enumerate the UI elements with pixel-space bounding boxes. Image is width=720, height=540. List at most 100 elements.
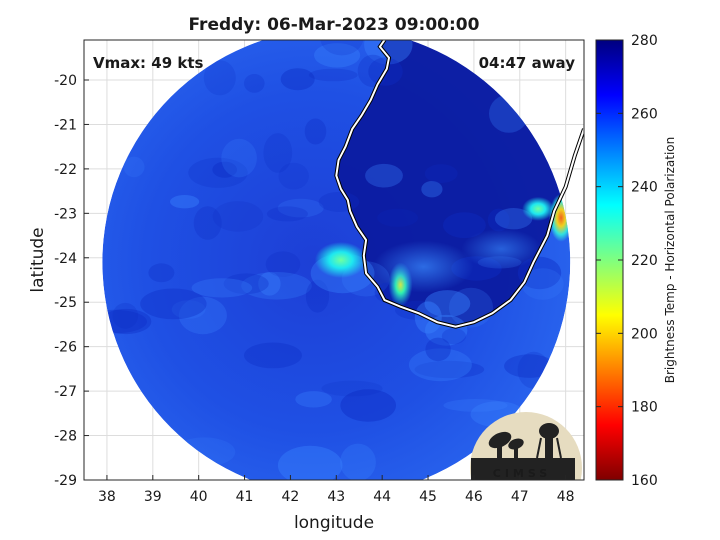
- texture-blob: [212, 201, 264, 232]
- texture-blob: [487, 208, 510, 232]
- texture-blob: [277, 445, 343, 480]
- x-tick-label: 45: [419, 489, 437, 505]
- texture-blob: [123, 156, 145, 178]
- y-tick-label: -21: [54, 117, 77, 133]
- logo-building: [471, 458, 575, 480]
- axes-frame: [83, 39, 585, 481]
- texture-blob: [258, 272, 281, 296]
- y-tick-label: -28: [54, 429, 77, 445]
- warm-feature: [314, 242, 367, 278]
- texture-blob: [395, 300, 441, 320]
- texture-blob: [266, 206, 308, 222]
- y-tick-label: -29: [54, 473, 77, 489]
- texture-blob: [321, 380, 383, 397]
- x-tick-label: 43: [327, 489, 345, 505]
- texture-blob: [280, 68, 315, 91]
- texture-blob: [112, 302, 139, 329]
- cimss-logo: CIMSS: [470, 412, 582, 480]
- x-tick-label: 42: [282, 489, 300, 505]
- texture-blob: [223, 273, 269, 295]
- x-tick-label: 44: [373, 489, 391, 505]
- texture-blob: [191, 278, 253, 298]
- texture-blob: [308, 68, 358, 82]
- texture-blob: [263, 133, 293, 173]
- x-tick-label: 48: [557, 489, 575, 505]
- y-tick-label: -25: [54, 295, 77, 311]
- colorbar-tick-label: 200: [631, 326, 658, 342]
- y-axis-label: latitude: [28, 227, 48, 292]
- colorbar-tick-label: 260: [631, 106, 658, 122]
- x-tick-label: 40: [190, 489, 208, 505]
- texture-blob: [517, 256, 562, 290]
- texture-blob: [244, 342, 302, 369]
- texture-blob: [244, 74, 265, 93]
- colorbar-label: Brightness Temp - Horizontal Polarizatio…: [663, 137, 677, 384]
- water-tower-icon: [539, 423, 559, 439]
- y-tick-label: -22: [54, 162, 77, 178]
- texture-blob: [148, 263, 175, 283]
- warm-feature: [522, 196, 555, 221]
- texture-blob: [314, 43, 361, 68]
- y-tick-label: -26: [54, 340, 77, 356]
- warm-features: [314, 193, 571, 307]
- y-tick-label: -24: [54, 251, 77, 267]
- texture-blob: [277, 198, 324, 218]
- texture-blob: [494, 208, 533, 230]
- texture-blob: [424, 164, 458, 184]
- chart-title: Freddy: 06-Mar-2023 09:00:00: [189, 15, 480, 35]
- texture-blob: [278, 162, 309, 190]
- texture-blob: [221, 138, 257, 178]
- texture-blob: [364, 40, 413, 65]
- colorbar-tick-label: 220: [631, 253, 658, 269]
- texture-blob: [170, 195, 200, 209]
- colorbar-tick-label: 280: [631, 33, 658, 49]
- texture-blob: [424, 290, 471, 318]
- y-tick-label: -23: [54, 206, 77, 222]
- brightness-temperature-swath: [102, 40, 571, 480]
- y-tick-label: -27: [54, 384, 77, 400]
- colorbar-ticks: 280 260 240 220 200 180 160: [596, 33, 658, 489]
- texture-blob: [178, 296, 227, 335]
- x-tick-label: 46: [465, 489, 483, 505]
- x-tick-label: 41: [236, 489, 254, 505]
- texture-blob: [212, 161, 237, 178]
- texture-blob: [171, 300, 206, 319]
- texture-blob: [241, 272, 312, 300]
- y-axis: -20 -21 -22 -23 -24 -25 -26 -27 -28 -29: [54, 73, 89, 489]
- x-tick-label: 47: [511, 489, 529, 505]
- texture-blob: [421, 181, 443, 198]
- satellite-dish-icon: [488, 431, 512, 449]
- vmax-annotation: Vmax: 49 kts: [93, 54, 203, 72]
- time-away-annotation: 04:47 away: [479, 54, 576, 72]
- texture-blob: [377, 208, 419, 227]
- texture-blob: [102, 308, 152, 335]
- texture-blob: [441, 328, 466, 345]
- texture-blob: [340, 389, 397, 422]
- texture-blob: [340, 443, 376, 480]
- texture-blob: [265, 251, 301, 277]
- texture-blob: [504, 354, 555, 378]
- x-tick-label: 38: [98, 489, 116, 505]
- colorbar-tick-label: 180: [631, 400, 658, 416]
- rainband: [461, 228, 542, 269]
- texture-blob: [295, 391, 332, 408]
- texture-blob: [193, 206, 222, 240]
- colorbar-tick-label: 240: [631, 180, 658, 196]
- texture-blob: [521, 268, 564, 300]
- texture-blob: [443, 399, 508, 412]
- texture-blob: [320, 40, 364, 56]
- y-tick-label: -20: [54, 73, 77, 89]
- x-axis: 38 39 40 41 42 43 44 45 46 47 48: [98, 475, 575, 505]
- texture-blob: [203, 60, 236, 96]
- texture-blob: [408, 348, 472, 382]
- texture-blob: [102, 309, 147, 334]
- texture-blob: [305, 279, 330, 313]
- texture-blob: [425, 337, 451, 362]
- coastline-highlight: [335, 40, 584, 328]
- texture-blob: [414, 360, 485, 379]
- texture-blob: [318, 191, 360, 212]
- texture-blob: [188, 157, 248, 188]
- texture-blob: [365, 163, 403, 188]
- texture-blob: [304, 118, 327, 145]
